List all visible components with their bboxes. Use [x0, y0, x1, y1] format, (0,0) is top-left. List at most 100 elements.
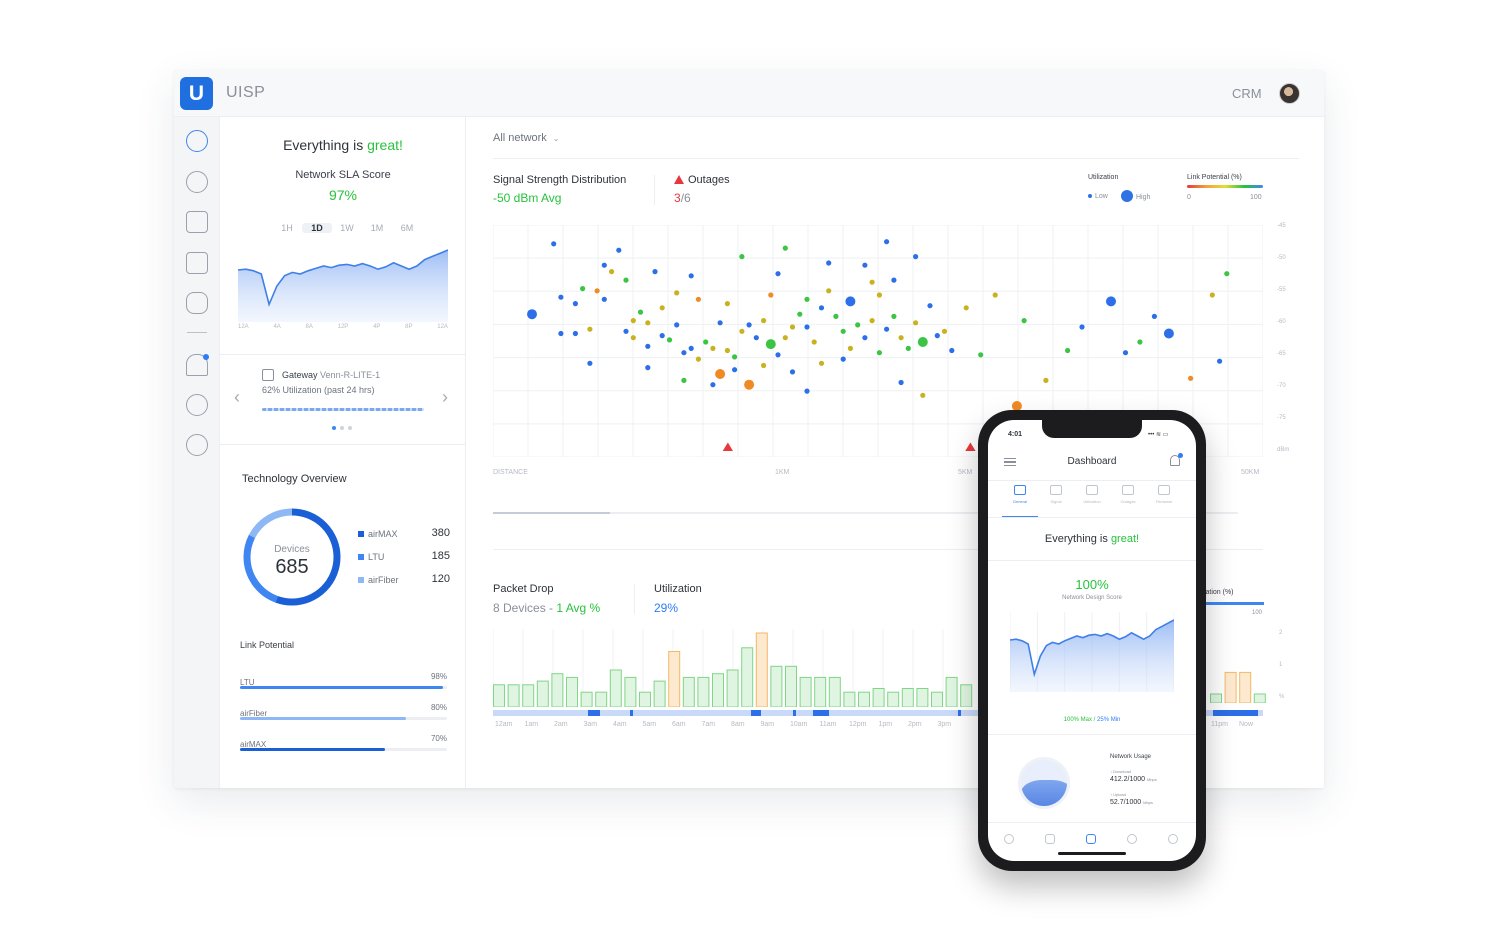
right-axis-tick: % — [1279, 694, 1285, 700]
range-tab[interactable]: 1W — [340, 223, 354, 233]
signal-point — [674, 322, 680, 328]
signal-point — [847, 345, 853, 351]
signal-point — [681, 350, 687, 356]
chart-scrollbar[interactable] — [493, 512, 1238, 514]
score-range: 100% Max / 25% Min — [988, 717, 1196, 723]
scrollbar-thumb[interactable] — [493, 512, 610, 514]
mobile-tab-utilization[interactable]: Utilization — [1074, 485, 1110, 504]
packet-drop-bar — [1210, 693, 1222, 703]
sidebar-divider — [187, 332, 207, 333]
notifications-icon[interactable] — [186, 354, 208, 376]
packet-drop-bar — [566, 676, 578, 707]
upload-amount: 52.7/1000 — [1110, 799, 1142, 806]
technology-count: 120 — [431, 573, 450, 585]
signal-point — [1065, 347, 1071, 354]
high-label: High — [1136, 194, 1151, 201]
signal-point — [920, 392, 926, 398]
devices-total: 685 — [275, 556, 309, 578]
mobile-tab-label: Utilization — [1083, 499, 1101, 504]
clients-icon[interactable] — [186, 292, 208, 314]
strip-segment — [588, 710, 600, 716]
mobile-tab-outages[interactable]: Outages — [1110, 485, 1146, 504]
gateway-name[interactable]: Venn-R-LITE-1 — [320, 370, 381, 380]
signal-point — [724, 301, 730, 307]
sla-area-chart — [238, 249, 448, 322]
range-tab[interactable]: 1H — [281, 223, 293, 233]
signal-point — [855, 322, 861, 328]
mobile-score-chart — [1010, 612, 1174, 692]
menu-icon[interactable] — [1004, 458, 1016, 466]
signal-point — [551, 241, 557, 247]
carousel-dot[interactable] — [348, 426, 352, 430]
download-amount: 412.2/1000 — [1110, 776, 1146, 783]
signal-point — [739, 254, 745, 260]
time-tick: 12pm — [849, 721, 867, 728]
strip-segment — [793, 710, 796, 716]
packet-drop-title: Packet Drop — [493, 583, 554, 595]
avatar[interactable] — [1279, 83, 1300, 104]
right-axis-tick: 2 — [1279, 630, 1283, 636]
range-tab[interactable]: 6M — [400, 223, 414, 233]
signal-point — [869, 318, 875, 324]
uisp-logo[interactable]: U — [180, 77, 213, 110]
mobile-page-title: Dashboard — [1067, 456, 1117, 467]
dbm-tick: -65 — [1277, 351, 1286, 357]
time-tick: 3am — [583, 721, 598, 728]
dashboard-icon[interactable] — [186, 130, 208, 152]
signal-point — [587, 360, 593, 366]
packet-drop-bar — [580, 691, 593, 707]
crm-link[interactable]: CRM — [1232, 86, 1262, 101]
network-filter-label: All network — [493, 132, 547, 144]
dashboard-icon[interactable] — [1004, 834, 1014, 844]
network-filter-dropdown[interactable]: All network ⌄ — [493, 132, 560, 144]
signal-point — [558, 294, 564, 300]
signal-icon — [1050, 485, 1062, 495]
chat-icon[interactable] — [1168, 834, 1178, 844]
help-icon[interactable] — [186, 394, 208, 416]
divider — [988, 560, 1196, 561]
devices-icon[interactable] — [186, 252, 208, 274]
link-potential-row: airFiber 80% — [240, 703, 447, 721]
devices-icon[interactable] — [1045, 834, 1055, 844]
signal-point — [1217, 358, 1223, 364]
upload-value: 52.7/1000 Mbps — [1110, 799, 1153, 806]
divider — [988, 480, 1196, 481]
signal-point — [645, 365, 651, 371]
carousel-dot[interactable] — [332, 426, 336, 430]
packet-drop-bar-chart[interactable] — [493, 629, 973, 707]
chevron-right-icon[interactable]: › — [442, 387, 448, 407]
packet-drop-bar — [1239, 671, 1252, 703]
time-tick: Now — [1239, 721, 1254, 728]
outages-count: 3 — [674, 191, 681, 205]
carousel-dot[interactable] — [340, 426, 344, 430]
mobile-tab-signal[interactable]: Signal — [1038, 485, 1074, 504]
axis-tick: 12A — [238, 324, 249, 330]
signal-point — [739, 328, 745, 334]
chevron-left-icon[interactable]: ‹ — [234, 387, 240, 407]
signal-point — [572, 301, 578, 307]
signal-point — [659, 305, 665, 311]
signal-point — [659, 333, 665, 339]
dbm-tick: -55 — [1277, 287, 1286, 293]
signal-strength-title: Signal Strength Distribution — [493, 174, 627, 186]
signal-point — [884, 326, 890, 332]
topology-icon[interactable] — [186, 211, 208, 233]
range-tab[interactable]: 1M — [370, 223, 384, 233]
mobile-tab-firmware[interactable]: Firmware — [1146, 485, 1182, 504]
mobile-tab-general[interactable]: General — [1002, 485, 1038, 504]
link-potential-fill — [240, 686, 443, 689]
settings-icon[interactable] — [186, 434, 208, 456]
range-tab[interactable]: 1D — [302, 223, 332, 233]
dbm-tick: -60 — [1277, 319, 1286, 325]
link-potential-min: 0 — [1187, 194, 1191, 201]
utilization-title: Utilization — [654, 583, 702, 595]
sites-icon[interactable] — [1086, 834, 1096, 844]
signal-point — [1043, 377, 1049, 383]
map-pin-icon[interactable] — [186, 171, 208, 193]
packet-drop-bar — [814, 676, 827, 707]
bell-icon[interactable] — [1170, 455, 1180, 466]
time-tick: 11pm — [1211, 721, 1228, 728]
divider — [988, 734, 1196, 735]
clients-icon[interactable] — [1127, 834, 1137, 844]
